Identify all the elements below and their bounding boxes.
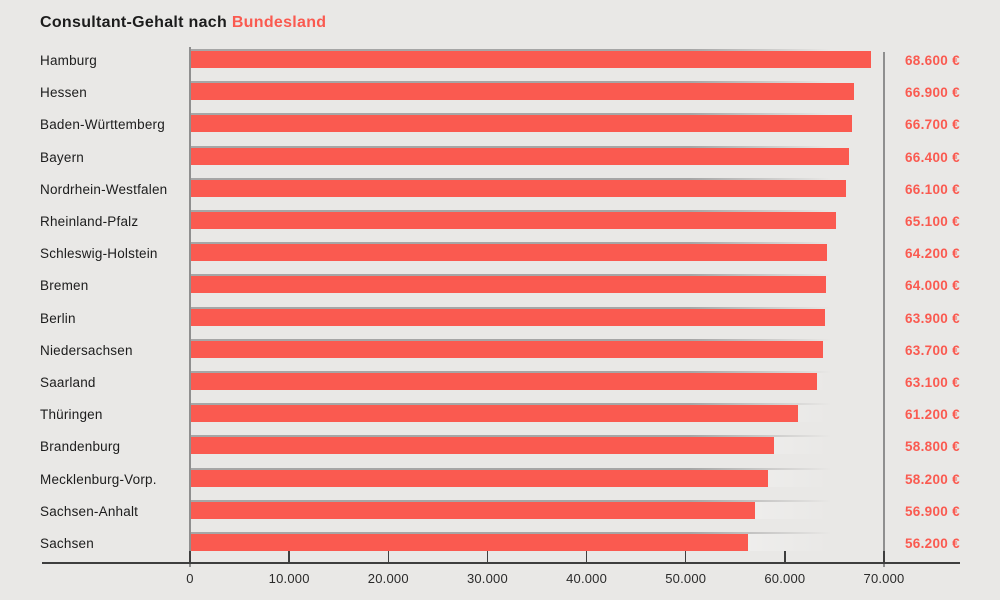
x-tick (684, 551, 687, 562)
bar-row-top-line (191, 435, 831, 438)
category-label: Baden-Württemberg (40, 117, 165, 133)
y-axis-line (189, 47, 191, 567)
x-axis-line (42, 562, 960, 564)
bar-row-top-line (191, 403, 831, 406)
bar (191, 469, 768, 487)
bar-row-top-line (191, 145, 831, 148)
category-label: Niedersachsen (40, 342, 133, 358)
category-label: Berlin (40, 310, 76, 326)
value-label: 66.400 € (905, 149, 960, 165)
reference-line-70000 (883, 52, 885, 567)
value-label: 66.700 € (905, 117, 960, 133)
bar-row-top-line (191, 306, 831, 309)
bar (191, 405, 798, 423)
value-label: 66.900 € (905, 85, 960, 101)
category-label: Mecklenburg-Vorp. (40, 471, 157, 487)
chart-title: Consultant-Gehalt nach Bundesland (40, 14, 326, 32)
bar-row-top-line (191, 467, 831, 470)
x-tick (883, 551, 885, 562)
bar (191, 340, 823, 358)
value-label: 64.000 € (905, 278, 960, 294)
x-tick-label: 40.000 (566, 571, 608, 586)
x-tick (189, 551, 191, 562)
bar-row-top-line (191, 371, 831, 373)
bar-row-top-line (191, 242, 831, 245)
x-tick (288, 551, 290, 562)
value-label: 58.800 € (905, 439, 960, 455)
bar-row-top-line (191, 274, 831, 277)
value-label: 64.200 € (905, 246, 960, 262)
value-label: 66.100 € (905, 181, 960, 197)
x-tick-label: 0 (186, 571, 194, 586)
bar-row-top-line (191, 499, 831, 502)
bar (191, 51, 872, 68)
category-label: Sachsen-Anhalt (40, 503, 139, 519)
value-label: 56.200 € (905, 536, 960, 551)
value-label: 68.600 € (905, 53, 960, 68)
bar (191, 115, 853, 133)
category-label: Bayern (40, 149, 84, 165)
chart-title-highlight: Bundesland (231, 14, 327, 31)
bar (191, 83, 855, 101)
x-tick-label: 70.000 (863, 571, 905, 586)
bar (191, 437, 774, 455)
bar (191, 501, 756, 519)
bar-row-top-line (191, 532, 831, 534)
category-label: Hamburg (40, 53, 97, 68)
category-label: Thüringen (40, 407, 103, 423)
x-tick-label: 60.000 (764, 571, 806, 586)
value-label: 58.200 € (905, 471, 960, 487)
category-label: Nordrhein-Westfalen (40, 181, 168, 197)
category-label: Hessen (40, 85, 87, 101)
value-label: 63.700 € (905, 342, 960, 358)
bar-row-top-line (191, 338, 831, 341)
category-label: Brandenburg (40, 439, 121, 455)
x-tick-label: 20.000 (367, 571, 409, 586)
category-label: Bremen (40, 278, 89, 294)
bar (191, 534, 749, 551)
value-label: 61.200 € (905, 407, 960, 423)
x-tick-label: 10.000 (268, 571, 310, 586)
category-label: Sachsen (40, 536, 94, 551)
bar (191, 147, 850, 165)
bar (191, 244, 828, 262)
x-tick (784, 551, 786, 562)
bar (191, 308, 825, 326)
bar (191, 373, 817, 390)
x-tick (486, 551, 489, 562)
value-label: 63.100 € (905, 375, 960, 390)
x-tick (387, 551, 390, 562)
category-label: Rheinland-Pfalz (40, 214, 139, 229)
bar-row-top-line (191, 177, 831, 180)
bar (191, 276, 826, 294)
bar (191, 212, 837, 229)
x-tick-label: 50.000 (665, 571, 707, 586)
x-tick-label: 30.000 (466, 571, 508, 586)
value-label: 65.100 € (905, 214, 960, 229)
bar-row-top-line (191, 113, 831, 116)
value-label: 56.900 € (905, 503, 960, 519)
bar (191, 179, 847, 197)
category-label: Saarland (40, 375, 96, 390)
x-tick (585, 551, 588, 562)
value-label: 63.900 € (905, 310, 960, 326)
bar-row-top-line (191, 210, 831, 212)
chart-title-prefix: Consultant-Gehalt nach (40, 14, 232, 31)
bar-row-top-line (191, 81, 831, 84)
category-label: Schleswig-Holstein (40, 246, 158, 262)
bar-row-top-line (191, 49, 831, 51)
